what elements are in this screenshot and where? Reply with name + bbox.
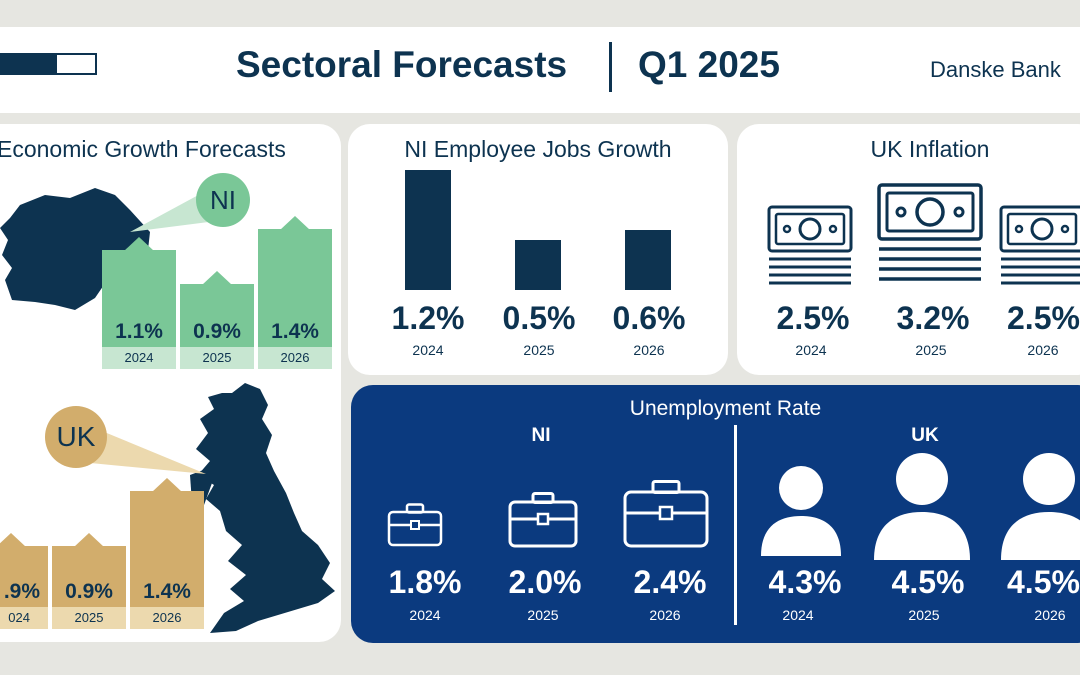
ni-year-cell [180,347,254,369]
uk-inflation-year: 2025 [915,342,947,358]
ni-growth-year: 2025 [202,350,232,365]
ni-jobs-title: NI Employee Jobs Growth [404,136,672,162]
header-progress-fill [0,55,57,73]
ni-jobs-value: 0.6% [612,300,686,336]
ni-growth-bar [180,284,254,348]
ni-jobs-bar [405,170,451,290]
ni-bar-peak [124,237,154,251]
economic-growth-title: Economic Growth Forecasts [0,136,286,162]
unemployment-uk-value: 4.5% [891,564,965,600]
ni-year-cell [258,347,332,369]
ni-growth-year: 2024 [124,350,154,365]
unemployment-uk-value: 4.5% [1007,564,1080,600]
header-bar [0,27,1080,113]
person-icon [874,453,970,560]
ni-growth-value: 1.4% [271,320,319,343]
briefcase-icon [508,492,578,548]
uk-growth-bar [130,491,204,608]
uk-inflation-value: 2.5% [776,300,850,336]
ni-year-cell [102,347,176,369]
ni-jobs-chart [405,170,671,290]
unemployment-ni-value: 2.0% [508,564,582,600]
ni-callout-circle [196,173,250,227]
ni-jobs-year: 2024 [412,342,444,358]
uk-growth-year: 024 [8,610,30,625]
person-icon [1001,453,1080,560]
uk-growth-value: 0.9% [65,580,113,603]
person-icon [761,466,841,556]
ni-map-icon [0,188,150,310]
header-progress-bar [0,53,97,75]
uk-inflation-value: 2.5% [1007,300,1080,336]
unemployment-card: Unemployment Rate NI UK [351,385,1080,643]
uk-growth-value: 1.4% [143,580,191,603]
unemployment-ni-label: NI [531,425,551,446]
uk-inflation-value: 3.2% [896,300,970,336]
banknote-stack-icon [767,205,853,285]
uk-growth-year: 2026 [152,610,182,625]
ni-growth-value: 0.9% [193,320,241,343]
unemployment-uk-label: UK [911,425,939,446]
unemployment-divider [734,425,737,625]
uk-callout-circle [45,406,107,468]
uk-bar-peak [152,478,182,492]
unemployment-uk-year: 2025 [908,607,940,623]
briefcase-icon [387,503,443,547]
ni-callout-label: NI [210,185,236,215]
unemployment-ni-value: 2.4% [633,564,707,600]
unemployment-ni-year: 2025 [527,607,559,623]
uk-inflation-year: 2026 [1027,342,1059,358]
unemployment-uk-value: 4.3% [768,564,842,600]
uk-bar-peak [74,533,104,547]
ni-growth-year: 2026 [280,350,310,365]
ni-jobs-year: 2025 [523,342,555,358]
ni-growth-bar [102,250,176,348]
ni-growth-value: 1.1% [115,320,163,343]
ni-jobs-value: 0.5% [502,300,576,336]
uk-map-icon [190,383,335,633]
uk-inflation-title: UK Inflation [870,136,990,162]
unemployment-ni-year: 2024 [409,607,441,623]
brand-logo-text: Danske Bank [930,57,1061,82]
uk-growth-value: .9% [3,580,40,603]
uk-callout-label: UK [56,421,96,452]
unemployment-title: Unemployment Rate [629,397,822,420]
uk-inflation-year: 2024 [795,342,827,358]
ni-bar-peak [280,216,310,230]
banknote-stack-icon [999,205,1080,285]
unemployment-uk-year: 2026 [1034,607,1066,623]
page-title: Sectoral Forecasts [236,44,568,85]
uk-growth-bar [52,546,126,608]
uk-bar-peak [0,533,26,547]
ni-growth-bar [258,229,332,348]
uk-callout-pointer [80,422,206,474]
unemployment-ni-value: 1.8% [388,564,462,600]
uk-growth-bar [0,546,48,608]
title-divider [609,42,612,92]
page-period: Q1 2025 [638,44,780,85]
ni-jobs-value: 1.2% [391,300,465,336]
ni-jobs-bar [625,230,671,290]
briefcase-icon [623,480,709,548]
banknote-stack-icon [877,183,983,281]
ni-bar-peak [202,271,232,285]
unemployment-uk-year: 2024 [782,607,814,623]
uk-year-cell [0,607,48,629]
uk-year-cell [52,607,126,629]
unemployment-ni-year: 2026 [649,607,681,623]
ni-jobs-bar [515,240,561,290]
uk-year-cell [130,607,204,629]
ni-jobs-year: 2026 [633,342,665,358]
uk-growth-year: 2025 [74,610,104,625]
